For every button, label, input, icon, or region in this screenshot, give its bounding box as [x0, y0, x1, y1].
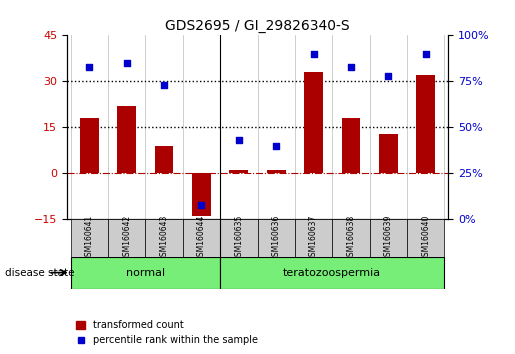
- Bar: [230, 170, 248, 173]
- FancyBboxPatch shape: [407, 219, 444, 257]
- FancyBboxPatch shape: [108, 219, 145, 257]
- Bar: [379, 133, 398, 173]
- Point: [310, 51, 318, 57]
- Text: GSM160642: GSM160642: [122, 215, 131, 261]
- Text: GSM160639: GSM160639: [384, 215, 393, 261]
- Bar: [154, 146, 174, 173]
- FancyBboxPatch shape: [220, 257, 444, 289]
- FancyBboxPatch shape: [71, 257, 220, 289]
- FancyBboxPatch shape: [71, 219, 108, 257]
- Point: [421, 51, 430, 57]
- Text: GSM160641: GSM160641: [85, 215, 94, 261]
- Point: [235, 137, 243, 143]
- FancyBboxPatch shape: [220, 219, 258, 257]
- FancyBboxPatch shape: [183, 219, 220, 257]
- Bar: [267, 170, 285, 173]
- Text: disease state: disease state: [5, 268, 75, 278]
- Bar: [192, 173, 211, 216]
- Text: GSM160638: GSM160638: [347, 215, 355, 261]
- Text: GDS2695 / GI_29826340-S: GDS2695 / GI_29826340-S: [165, 19, 350, 34]
- FancyBboxPatch shape: [295, 219, 332, 257]
- Point: [384, 73, 392, 79]
- FancyBboxPatch shape: [145, 219, 183, 257]
- FancyBboxPatch shape: [370, 219, 407, 257]
- Text: teratozoospermia: teratozoospermia: [283, 268, 381, 278]
- Point: [123, 60, 131, 66]
- Bar: [80, 118, 99, 173]
- Point: [160, 82, 168, 88]
- Point: [272, 143, 280, 149]
- Text: GSM160643: GSM160643: [160, 215, 168, 261]
- Point: [85, 64, 94, 69]
- Text: GSM160636: GSM160636: [272, 215, 281, 261]
- Text: GSM160640: GSM160640: [421, 215, 430, 261]
- Bar: [416, 75, 435, 173]
- FancyBboxPatch shape: [258, 219, 295, 257]
- Text: GSM160635: GSM160635: [234, 215, 243, 261]
- Legend: transformed count, percentile rank within the sample: transformed count, percentile rank withi…: [72, 316, 262, 349]
- Point: [347, 64, 355, 69]
- Text: GSM160644: GSM160644: [197, 215, 206, 261]
- Bar: [304, 72, 323, 173]
- Bar: [341, 118, 360, 173]
- Text: normal: normal: [126, 268, 165, 278]
- FancyBboxPatch shape: [332, 219, 370, 257]
- Point: [197, 202, 205, 207]
- Text: GSM160637: GSM160637: [309, 215, 318, 261]
- Bar: [117, 106, 136, 173]
